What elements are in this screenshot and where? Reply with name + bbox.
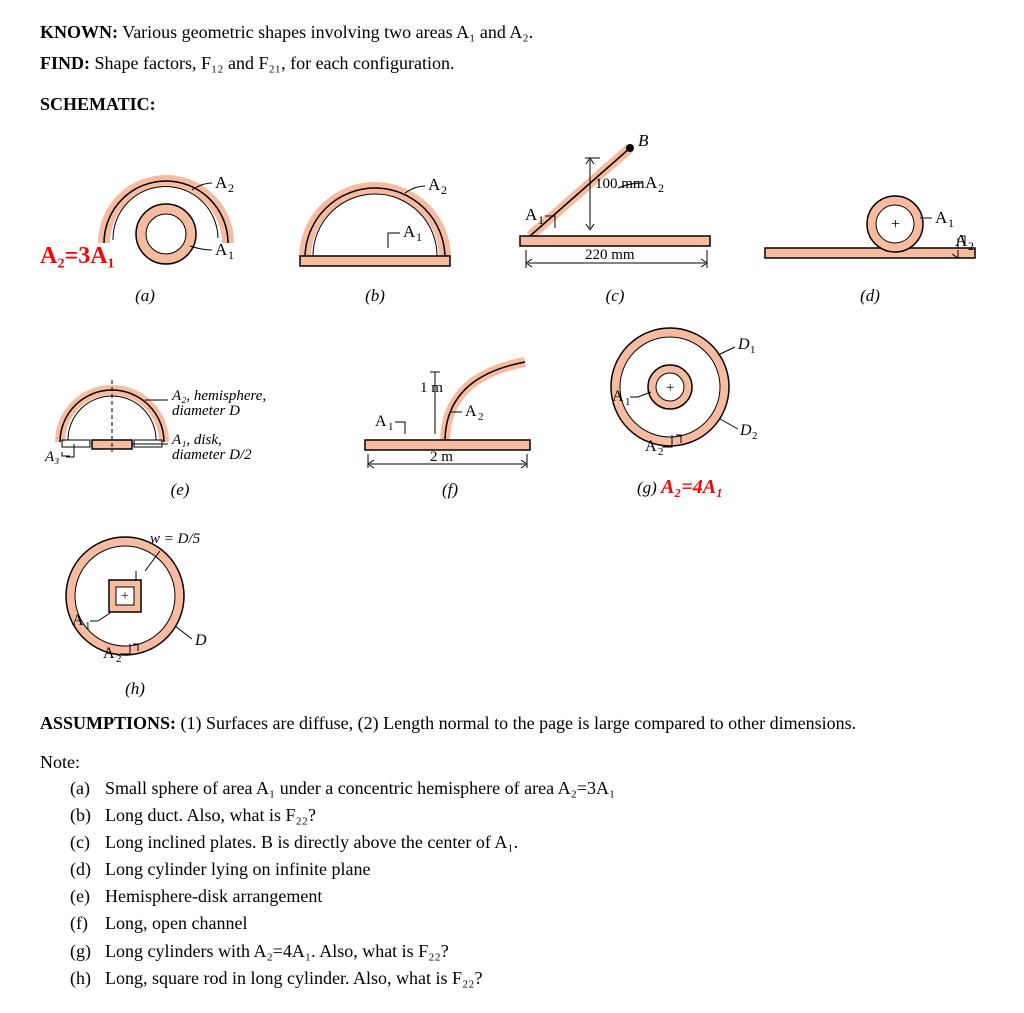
known-text: Various geometric shapes involving two a… — [122, 22, 533, 42]
figure-e: A₂, hemisphere, diameter D A₁, disk, dia… — [40, 352, 320, 502]
note-d: (d)Long cylinder lying on infinite plane — [70, 857, 984, 882]
svg-text:A: A — [465, 403, 477, 420]
svg-text:2: 2 — [228, 181, 234, 195]
schematic-line: SCHEMATIC: — [40, 92, 984, 117]
fige-a1: A₁, disk, — [171, 432, 222, 448]
svg-text:B: B — [638, 131, 649, 150]
figure-h: + w = D/5 A1 A2 D (h) — [40, 521, 230, 701]
figa-caption: (a) — [135, 284, 155, 308]
figure-f: 1 m A1 A2 2 m (f) — [350, 342, 550, 502]
svg-text:1: 1 — [948, 216, 954, 230]
figc-caption: (c) — [606, 284, 625, 308]
svg-text:A: A — [935, 208, 948, 227]
note-b: (b)Long duct. Also, what is F₂₂? — [70, 803, 984, 828]
figure-e-svg: A₂, hemisphere, diameter D A₁, disk, dia… — [40, 352, 320, 472]
figf-caption: (f) — [442, 478, 458, 502]
figure-c-svg: B 100 mm A1 A2 220 mm — [500, 128, 730, 278]
svg-text:A₃: A₃ — [44, 449, 59, 465]
svg-text:2: 2 — [752, 430, 758, 442]
svg-text:+: + — [121, 589, 129, 604]
figure-b: A2 A1 (b) — [280, 148, 470, 308]
svg-text:1: 1 — [228, 248, 234, 262]
figg-caption: (g) A₂=4A₁ — [637, 473, 723, 501]
svg-text:1: 1 — [416, 230, 422, 244]
find-line: FIND: Shape factors, F₁₂ and F₂₁, for ea… — [40, 51, 984, 76]
svg-text:+: + — [891, 216, 900, 233]
fige-a1b: diameter D/2 — [172, 447, 252, 463]
svg-text:A: A — [525, 205, 538, 224]
figure-row-2: A₂, hemisphere, diameter D A₁, disk, dia… — [40, 317, 984, 701]
svg-text:D: D — [739, 422, 752, 439]
figure-g: + D1 D2 A1 A2 (g) A₂=4A₁ — [580, 317, 780, 501]
svg-text:+: + — [666, 380, 674, 396]
svg-text:A: A — [72, 612, 84, 629]
find-label: FIND: — [40, 53, 90, 73]
figa-label-a2: A — [215, 173, 228, 192]
svg-text:A: A — [645, 438, 657, 455]
svg-text:A: A — [955, 231, 968, 250]
svg-text:2: 2 — [968, 239, 974, 253]
fige-a2: A₂, hemisphere, — [171, 388, 266, 404]
figure-a: A2 A1 A₂=3A₁ (a) — [40, 128, 250, 308]
svg-text:A: A — [645, 173, 658, 192]
svg-text:D: D — [737, 336, 750, 353]
svg-text:1: 1 — [750, 344, 756, 356]
figure-f-svg: 1 m A1 A2 2 m — [350, 342, 550, 472]
figure-d: + A1 A2 (d) — [760, 168, 980, 308]
known-label: KNOWN: — [40, 22, 118, 42]
note-label: Note: — [40, 752, 80, 772]
svg-text:2: 2 — [478, 411, 484, 423]
assumptions-label: ASSUMPTIONS: — [40, 713, 176, 733]
note-h: (h)Long, square rod in long cylinder. Al… — [70, 966, 984, 991]
figf-w: 2 m — [430, 449, 453, 465]
svg-text:A: A — [375, 413, 387, 430]
figure-b-svg: A2 A1 — [280, 148, 470, 278]
svg-text:2: 2 — [658, 181, 664, 195]
figure-g-svg: + D1 D2 A1 A2 — [580, 317, 780, 467]
svg-text:D: D — [194, 632, 207, 649]
note-f: (f)Long, open channel — [70, 911, 984, 936]
assumptions-text: (1) Surfaces are diffuse, (2) Length nor… — [181, 713, 857, 733]
note-a: (a)Small sphere of area A₁ under a conce… — [70, 776, 984, 801]
fige-caption: (e) — [171, 478, 190, 502]
svg-text:2: 2 — [116, 653, 122, 665]
svg-text:2: 2 — [441, 183, 447, 197]
svg-text:A: A — [403, 222, 416, 241]
find-text: Shape factors, F₁₂ and F₂₁, for each con… — [95, 53, 455, 73]
figc-w: 220 mm — [585, 247, 635, 263]
svg-text:A: A — [428, 175, 441, 194]
known-line: KNOWN: Various geometric shapes involvin… — [40, 20, 984, 45]
svg-text:1: 1 — [85, 620, 91, 632]
svg-text:1: 1 — [388, 421, 394, 433]
schematic-label: SCHEMATIC: — [40, 94, 156, 114]
note-heading: Note: — [40, 750, 984, 775]
figb-caption: (b) — [365, 284, 385, 308]
note-g: (g)Long cylinders with A₂=4A₁. Also, wha… — [70, 939, 984, 964]
figc-h: 100 mm — [595, 176, 645, 192]
svg-text:1: 1 — [538, 213, 544, 227]
figd-caption: (d) — [860, 284, 880, 308]
svg-text:A: A — [612, 388, 624, 405]
figh-w: w = D/5 — [150, 531, 201, 547]
note-e: (e)Hemisphere-disk arrangement — [70, 884, 984, 909]
figure-d-svg: + A1 A2 — [760, 168, 980, 278]
figure-a-svg: A2 A1 A₂=3A₁ — [40, 128, 250, 278]
figa-label-a1: A — [215, 240, 228, 259]
figf-h: 1 m — [420, 380, 443, 396]
figg-hand: A₂=4A₁ — [661, 476, 723, 498]
figure-c: B 100 mm A1 A2 220 mm (c) — [500, 128, 730, 308]
svg-text:1: 1 — [625, 396, 631, 408]
figa-hand: A₂=3A₁ — [40, 243, 115, 269]
figure-row-1: A2 A1 A₂=3A₁ (a) A2 A1 (b) — [40, 128, 984, 308]
figure-h-svg: + w = D/5 A1 A2 D — [40, 521, 230, 671]
notes-list: (a)Small sphere of area A₁ under a conce… — [70, 776, 984, 992]
assumptions-line: ASSUMPTIONS: (1) Surfaces are diffuse, (… — [40, 711, 984, 736]
svg-text:A: A — [103, 645, 115, 662]
svg-text:2: 2 — [658, 446, 664, 458]
fige-a2b: diameter D — [172, 403, 240, 419]
figh-caption: (h) — [125, 677, 145, 701]
